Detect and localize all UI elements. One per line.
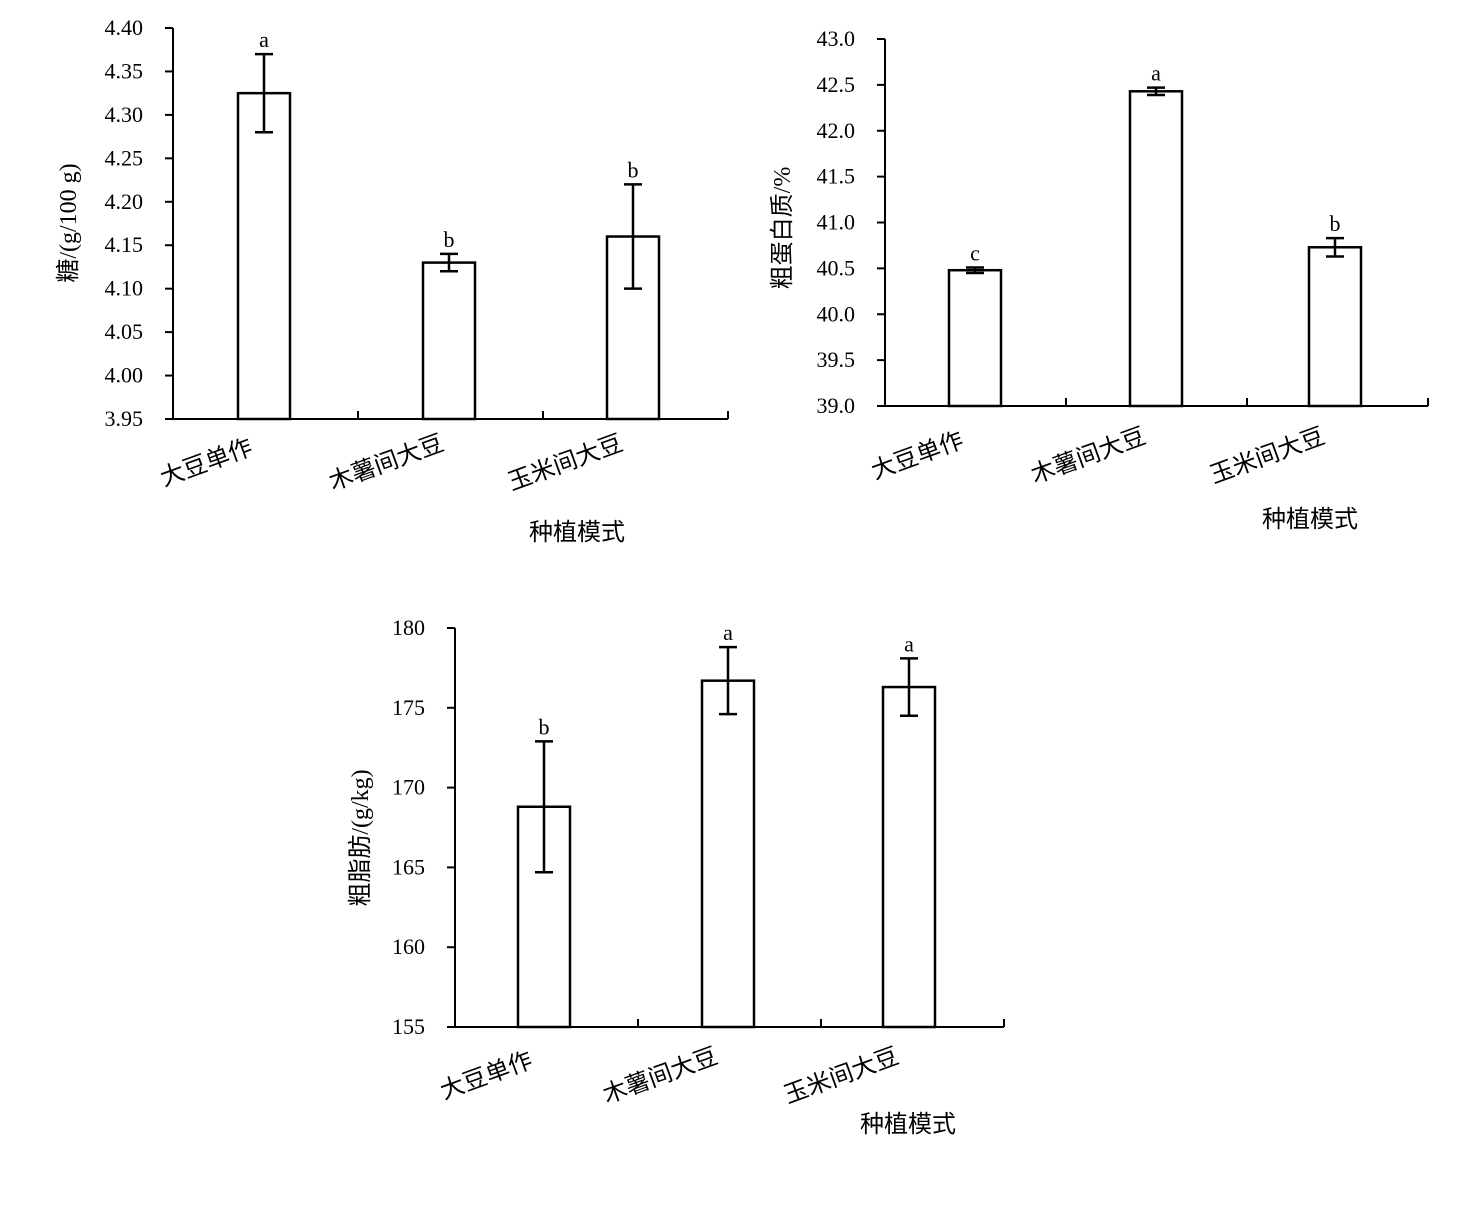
y-tick-label: 4.10	[105, 276, 144, 301]
category-label: 大豆单作	[868, 427, 967, 485]
bar	[1128, 90, 1184, 408]
y-tick-label: 4.05	[105, 319, 144, 344]
y-tick-label: 40.0	[817, 301, 856, 326]
y-tick-label: 4.00	[105, 363, 144, 388]
category-label: 木薯间大豆	[325, 430, 447, 496]
y-tick-label: 180	[392, 615, 425, 640]
significance-label: b	[1330, 211, 1341, 236]
y-tick-label: 41.0	[817, 210, 856, 235]
category-label: 木薯间大豆	[599, 1043, 721, 1109]
y-tick-label: 4.25	[105, 145, 144, 170]
bar	[1307, 246, 1363, 408]
y-tick-label: 42.5	[817, 72, 856, 97]
significance-label: b	[628, 157, 639, 182]
y-axis-title: 糖/(g/100 g)	[55, 163, 82, 282]
category-label: 大豆单作	[157, 434, 256, 492]
bar	[421, 261, 477, 421]
significance-label: b	[539, 714, 550, 739]
x-axis-title: 种植模式	[860, 1111, 956, 1138]
y-axis-title: 粗脂肪/(g/kg)	[347, 769, 374, 906]
y-tick-label: 4.40	[105, 15, 144, 40]
category-label: 大豆单作	[437, 1047, 536, 1105]
category-label: 玉米间大豆	[1206, 423, 1328, 489]
category-label: 木薯间大豆	[1027, 423, 1149, 489]
y-axis-title: 粗蛋白质/%	[769, 167, 796, 290]
x-axis-title: 种植模式	[1262, 506, 1358, 533]
bar	[881, 685, 937, 1029]
chart-crude-fat: 155 160 165 170 175 180 b 大豆单作 a 木薯间大豆 a 玉米间大豆 粗脂肪/(…	[347, 615, 1005, 1138]
y-tick-label: 41.5	[817, 164, 856, 189]
y-tick-label: 4.35	[105, 58, 144, 83]
y-tick-label: 40.5	[817, 255, 856, 280]
significance-label: a	[1151, 61, 1161, 86]
y-tick-label: 4.15	[105, 232, 144, 257]
y-tick-label: 43.0	[817, 26, 856, 51]
chart-crude-protein: 39.0 39.5 40.0 40.5 41.0 41.5 42.0 42.5 43.0 c 大豆单…	[769, 26, 1429, 533]
y-tick-label: 39.5	[817, 347, 856, 372]
bar	[236, 91, 292, 421]
y-tick-label: 42.0	[817, 118, 856, 143]
y-tick-label: 39.0	[817, 393, 856, 418]
significance-label: b	[444, 227, 455, 252]
category-label: 玉米间大豆	[504, 430, 626, 496]
significance-label: c	[970, 240, 980, 265]
y-tick-label: 3.95	[105, 406, 144, 431]
y-tick-label: 160	[392, 934, 425, 959]
y-tick-label: 175	[392, 695, 425, 720]
y-tick-label: 170	[392, 775, 425, 800]
y-tick-label: 4.30	[105, 102, 144, 127]
category-label: 玉米间大豆	[780, 1043, 902, 1109]
bar	[947, 268, 1003, 408]
chart-sugar: 3.95 4.00 4.05 4.10 4.15 4.20 4.25 4.30 4.35 4.40…	[55, 15, 729, 546]
significance-label: a	[904, 631, 914, 656]
significance-label: a	[723, 620, 733, 645]
x-axis-title: 种植模式	[529, 519, 625, 546]
y-tick-label: 155	[392, 1014, 425, 1039]
y-tick-label: 4.20	[105, 189, 144, 214]
significance-label: a	[259, 27, 269, 52]
y-tick-label: 165	[392, 854, 425, 879]
bar	[700, 679, 756, 1029]
